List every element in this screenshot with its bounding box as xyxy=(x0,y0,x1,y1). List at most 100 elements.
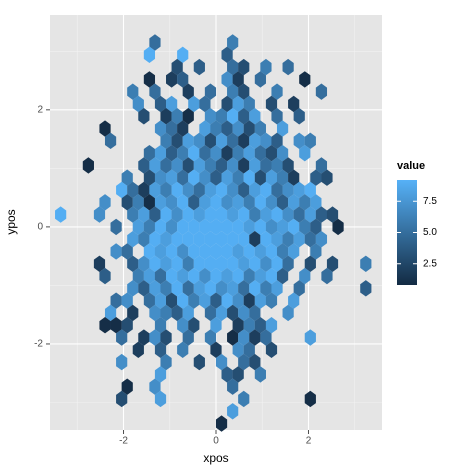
hex-bin xyxy=(221,243,233,260)
hex-bin xyxy=(138,255,150,272)
hex-bin xyxy=(188,243,200,260)
y-axis-title: ypos xyxy=(4,209,18,234)
hex-bin xyxy=(227,230,239,248)
hex-bin xyxy=(188,267,200,285)
hex-bin xyxy=(116,353,128,371)
hex-bin xyxy=(249,304,261,322)
hex-bin xyxy=(149,255,161,272)
hex-bin xyxy=(182,329,194,346)
hex-bin xyxy=(99,194,111,211)
hex-bin xyxy=(121,169,133,186)
hex-bin xyxy=(177,144,189,162)
hex-bin xyxy=(260,280,272,297)
hex-bin xyxy=(215,353,228,371)
hex-bin xyxy=(249,108,261,125)
hex-bin xyxy=(193,58,205,76)
hex-bin xyxy=(199,194,211,211)
hex-bin xyxy=(332,218,344,236)
hex-bin xyxy=(210,169,222,186)
hex-bin xyxy=(215,181,228,199)
hex-bin xyxy=(138,157,150,174)
hex-bin xyxy=(299,267,311,285)
hex-bin xyxy=(282,58,294,76)
hex-bin xyxy=(193,206,205,223)
hex-bin xyxy=(154,95,167,113)
hex-bin xyxy=(282,230,294,248)
hex-bin xyxy=(99,120,111,137)
hex-bin xyxy=(232,243,244,260)
hex-bin xyxy=(143,243,156,260)
hex-bin xyxy=(182,181,194,199)
hex-bin xyxy=(293,132,305,150)
hex-bin xyxy=(243,341,255,359)
hex-bin xyxy=(210,144,222,162)
hex-bin xyxy=(132,218,144,236)
hex-bin xyxy=(204,280,217,297)
hex-bin xyxy=(232,341,244,359)
hex-bin xyxy=(243,120,255,137)
hex-bin xyxy=(199,169,211,186)
hex-bin xyxy=(215,157,228,174)
hex-bin xyxy=(249,329,261,346)
hex-bin xyxy=(143,292,156,309)
hex-bin xyxy=(182,304,194,322)
hex-bin xyxy=(82,157,94,174)
hex-bin xyxy=(227,58,239,76)
axes: -2 0 2 -2 0 2 xyxy=(34,104,312,446)
hex-bin xyxy=(160,108,172,125)
hex-bin xyxy=(315,230,328,248)
hex-bin xyxy=(304,329,316,346)
hex-bin xyxy=(132,194,144,211)
hex-bin xyxy=(204,83,217,100)
hex-bin xyxy=(171,206,183,223)
hex-bin xyxy=(177,317,189,334)
hex-bin xyxy=(149,230,161,248)
hex-bin xyxy=(171,157,183,174)
hex-bin xyxy=(204,255,217,272)
hex-bin xyxy=(232,144,244,162)
hex-bin xyxy=(204,206,217,223)
hex-bin xyxy=(276,120,289,137)
hex-bin xyxy=(166,243,178,260)
hex-bin xyxy=(238,329,250,346)
hex-bin xyxy=(110,317,122,334)
hex-bin xyxy=(221,292,233,309)
hex-bin xyxy=(221,194,233,211)
hex-bin xyxy=(321,267,333,285)
hex-bin xyxy=(104,132,117,150)
hex-bin xyxy=(193,353,205,371)
hex-bin xyxy=(121,243,133,260)
hex-bin xyxy=(215,255,228,272)
hex-bin xyxy=(177,46,189,63)
hex-bin xyxy=(171,132,183,150)
hex-bin xyxy=(238,230,250,248)
hex-bin xyxy=(166,95,178,113)
hex-bin xyxy=(249,181,261,199)
hex-bin xyxy=(143,144,156,162)
hex-bin xyxy=(254,317,266,334)
hex-bin xyxy=(149,157,161,174)
hex-bin xyxy=(204,181,217,199)
hex-bin xyxy=(138,280,150,297)
hex-bin xyxy=(238,390,250,408)
hex-bin xyxy=(227,206,239,223)
hex-bin xyxy=(299,71,311,88)
hex-bin xyxy=(282,304,294,322)
hex-bin xyxy=(149,329,161,346)
hex-bin xyxy=(221,267,233,285)
hex-bin xyxy=(271,108,283,125)
hex-bin xyxy=(154,390,167,408)
hex-bin xyxy=(160,181,172,199)
hex-bin xyxy=(315,206,328,223)
hex-bin xyxy=(265,169,278,186)
hex-bin xyxy=(276,218,289,236)
hex-bin xyxy=(249,132,261,150)
hex-bin xyxy=(227,403,239,420)
hex-bin xyxy=(166,169,178,186)
hex-bin xyxy=(199,243,211,260)
hex-bin xyxy=(215,415,228,432)
hex-bin xyxy=(227,280,239,297)
hex-bin xyxy=(127,206,139,223)
hex-bin xyxy=(282,206,294,223)
hex-bin xyxy=(260,329,272,346)
